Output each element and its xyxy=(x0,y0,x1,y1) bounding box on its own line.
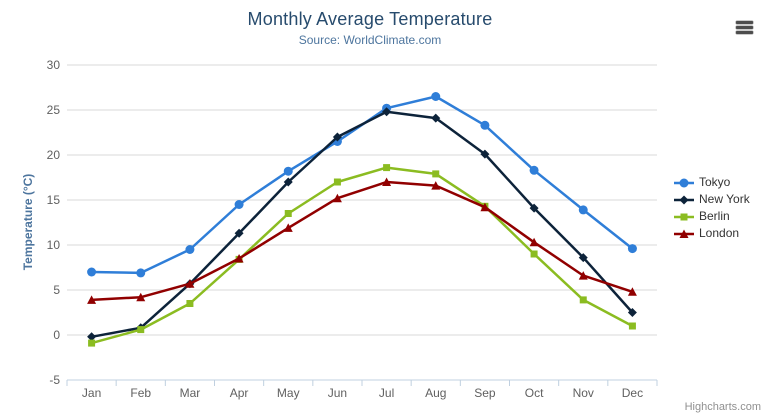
series-marker-tokyo[interactable] xyxy=(529,165,539,175)
series-marker-london[interactable] xyxy=(332,193,342,203)
x-axis-tick-label: Apr xyxy=(230,386,249,400)
series-marker-new-york[interactable] xyxy=(480,149,490,159)
series-marker-new-york[interactable] xyxy=(283,177,293,187)
series-marker-berlin[interactable] xyxy=(383,164,391,172)
series-marker-london[interactable] xyxy=(87,295,97,304)
series-marker-new-york[interactable] xyxy=(529,203,539,213)
x-axis-tick-label: Jan xyxy=(82,386,101,400)
y-axis-tick-label: 25 xyxy=(47,103,61,117)
series-marker-berlin[interactable] xyxy=(628,322,636,330)
x-axis-tick-label: Dec xyxy=(622,386,643,400)
hamburger-bar xyxy=(736,31,753,34)
legend-label-london: London xyxy=(699,226,740,240)
series-marker-new-york[interactable] xyxy=(234,228,244,238)
series-marker-berlin[interactable] xyxy=(530,250,538,258)
hamburger-icon[interactable] xyxy=(736,21,753,34)
y-axis-title: Temperature (°C) xyxy=(21,173,35,271)
x-axis-tick-label: Jul xyxy=(379,386,394,400)
series-marker-london[interactable] xyxy=(480,202,490,212)
series-marker-new-york[interactable] xyxy=(627,308,637,317)
series-marker-berlin[interactable] xyxy=(137,326,145,334)
x-axis-tick-label: Sep xyxy=(474,386,496,400)
series-marker-tokyo[interactable] xyxy=(283,166,293,176)
series-marker-london[interactable] xyxy=(283,223,293,232)
triangle-legend-marker-icon xyxy=(674,229,694,238)
square-legend-marker-icon xyxy=(674,213,694,220)
series-marker-london[interactable] xyxy=(136,292,146,302)
y-axis-tick-label: 15 xyxy=(47,193,61,207)
y-axis-tick-label: -5 xyxy=(49,373,60,387)
series-marker-berlin[interactable] xyxy=(579,296,587,304)
series-line-new-york[interactable] xyxy=(90,110,634,339)
x-axis-tick-label: May xyxy=(277,386,300,400)
series-marker-tokyo[interactable] xyxy=(480,120,490,130)
series-marker-berlin[interactable] xyxy=(88,339,96,347)
series-marker-tokyo[interactable] xyxy=(627,244,637,254)
series-marker-new-york[interactable] xyxy=(431,113,441,123)
x-axis-tick-label: Feb xyxy=(130,386,151,400)
y-axis-tick-label: 20 xyxy=(47,148,61,162)
legend-item-new-york[interactable]: New York xyxy=(674,193,750,206)
series-marker-london[interactable] xyxy=(382,177,392,187)
chart-subtitle: Source: WorldClimate.com xyxy=(298,33,442,47)
series-marker-new-york[interactable] xyxy=(332,132,342,142)
legend-label-tokyo: Tokyo xyxy=(699,175,731,189)
y-axis-tick-label: 5 xyxy=(53,283,60,297)
series-marker-london[interactable] xyxy=(234,254,244,263)
series-marker-new-york[interactable] xyxy=(87,332,97,342)
hamburger-bar xyxy=(736,26,753,29)
series-marker-tokyo[interactable] xyxy=(136,268,146,278)
series-marker-tokyo[interactable] xyxy=(185,245,195,254)
x-axis-tick-label: Mar xyxy=(180,386,201,400)
y-axis-tick-label: 0 xyxy=(53,328,60,342)
series-marker-london[interactable] xyxy=(431,181,441,190)
series-marker-london[interactable] xyxy=(529,237,539,247)
x-axis-tick-label: Nov xyxy=(573,386,594,400)
legend-item-london[interactable]: London xyxy=(674,227,750,240)
chart-title: Monthly Average Temperature xyxy=(247,9,493,29)
series-marker-berlin[interactable] xyxy=(432,170,440,178)
x-axis-tick-label: Oct xyxy=(525,386,544,400)
series-marker-tokyo[interactable] xyxy=(87,267,97,277)
legend-label-berlin: Berlin xyxy=(699,209,730,223)
y-axis-tick-label: 30 xyxy=(47,58,61,72)
series-line-london[interactable] xyxy=(90,180,634,302)
series-line-berlin[interactable] xyxy=(90,166,634,345)
series-line-tokyo[interactable] xyxy=(90,95,634,275)
hamburger-bar xyxy=(736,21,753,24)
series-marker-tokyo[interactable] xyxy=(234,200,244,209)
x-axis-tick-label: Aug xyxy=(425,386,446,400)
circle-legend-marker-icon xyxy=(674,178,694,187)
legend-item-tokyo[interactable]: Tokyo xyxy=(674,176,750,189)
series-marker-tokyo[interactable] xyxy=(578,205,588,215)
series-marker-new-york[interactable] xyxy=(578,253,588,263)
series-marker-london[interactable] xyxy=(578,271,588,280)
diamond-legend-marker-icon xyxy=(674,195,694,204)
legend-item-berlin[interactable]: Berlin xyxy=(674,210,750,223)
credits-link[interactable]: Highcharts.com xyxy=(684,401,761,413)
series-marker-london[interactable] xyxy=(627,287,637,296)
series-marker-berlin[interactable] xyxy=(333,178,341,186)
legend: Tokyo New York Berlin London xyxy=(674,176,750,240)
series-marker-berlin[interactable] xyxy=(186,300,194,307)
legend-label-new-york: New York xyxy=(699,192,750,206)
x-axis-tick-label: Jun xyxy=(328,386,347,400)
series-marker-new-york[interactable] xyxy=(382,107,392,117)
series-marker-london[interactable] xyxy=(185,279,195,288)
series-marker-berlin[interactable] xyxy=(284,210,292,217)
y-axis-tick-label: 10 xyxy=(47,238,61,252)
series-marker-tokyo[interactable] xyxy=(431,92,441,101)
